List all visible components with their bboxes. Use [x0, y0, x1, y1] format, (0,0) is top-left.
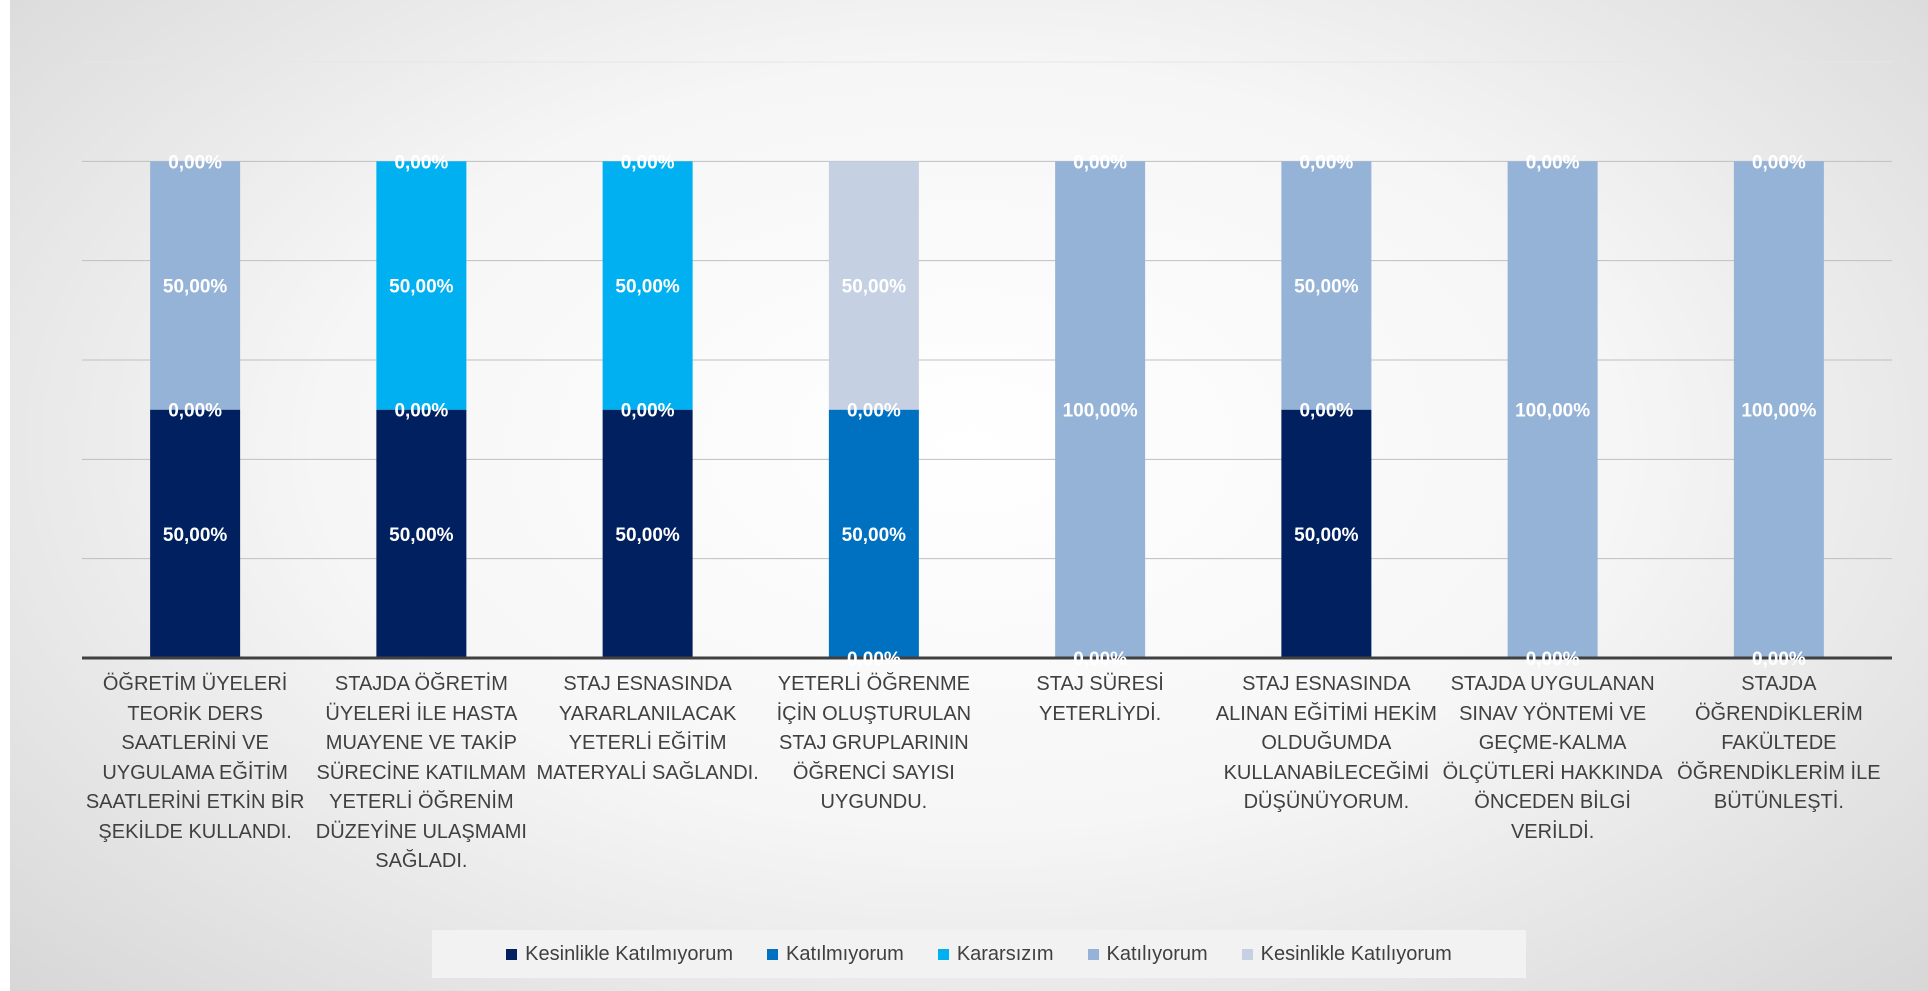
category-label: STAJDA UYGULANAN SINAV YÖNTEMİ VE GEÇME-… [1442, 673, 1663, 843]
category-label: STAJ ESNASINDA YARARLANILACAK YETERLİ EĞ… [536, 673, 759, 784]
legend-swatch [937, 948, 949, 960]
data-label: 0,00% [1752, 649, 1806, 670]
legend-item: Katılmıyorum [767, 943, 904, 966]
bar-segment [602, 161, 693, 410]
data-label: 0,00% [1752, 152, 1806, 173]
stacked-bar-chart: 50,00% 0,00% 50,00% 0,00% 50,00% 0,00% 50,00% 0… [82, 61, 1892, 670]
bar-segment [828, 161, 919, 410]
data-label: 0,00% [1299, 401, 1353, 422]
data-label: 50,00% [615, 525, 680, 546]
data-label: 50,00% [163, 525, 228, 546]
legend-item: Katılıyorum [1087, 942, 1208, 966]
data-label: 0,00% [168, 401, 222, 422]
legend-label: Katılıyorum [1106, 942, 1208, 965]
data-label: 50,00% [615, 277, 680, 298]
category-label: STAJDA ÖĞRETİM ÜYELERİ İLE HASTA MUAYENE… [315, 673, 527, 872]
bar-segment [150, 409, 241, 658]
data-label: 0,00% [1299, 152, 1353, 173]
bar-segment [150, 161, 241, 410]
legend-swatch [767, 948, 778, 960]
chart-area: 50,00% 0,00% 50,00% 0,00% 50,00% 0,00% 50,00% 0… [10, 0, 1928, 991]
category-label: ÖĞRETİM ÜYELERİ TEORİK DERS SAATLERİNİ V… [85, 673, 305, 843]
bar-segment [1055, 161, 1146, 659]
bar-segment [1507, 161, 1598, 659]
data-label: 100,00% [1515, 401, 1590, 422]
legend-swatch [506, 948, 518, 960]
bar-segment [602, 409, 693, 658]
bar-segment [376, 409, 467, 658]
data-label: 50,00% [389, 277, 454, 298]
data-label: 50,00% [842, 277, 907, 298]
data-label: 0,00% [621, 401, 675, 422]
legend-item: Kesinlikle Katılmıyorum [506, 943, 733, 966]
legend-label: Kesinlikle Katılmıyorum [525, 942, 733, 965]
legend-item: Kararsızım [937, 942, 1054, 966]
legend-label: Katılmıyorum [786, 942, 904, 965]
legend-label: Kararsızım [956, 942, 1054, 965]
data-label: 0,00% [1526, 152, 1580, 173]
category-label: STAJDA ÖĞRENDİKLERİM FAKÜLTEDE ÖĞRENDİKL… [1677, 673, 1881, 813]
data-label: 0,00% [847, 649, 901, 670]
data-label: 50,00% [389, 525, 454, 546]
data-label: 0,00% [621, 152, 675, 173]
data-label: 0,00% [168, 152, 222, 173]
legend-swatch [1241, 948, 1253, 960]
data-label: 50,00% [1294, 277, 1359, 298]
data-label: 0,00% [847, 401, 901, 422]
data-label: 100,00% [1741, 401, 1816, 422]
legend-swatch [1087, 948, 1099, 960]
legend: Kesinlikle Katılmıyorum Katılmıyorum Karar… [432, 930, 1526, 978]
bar-segment [828, 409, 919, 658]
data-label: 50,00% [842, 525, 907, 546]
legend-item: Kesinlikle Katılıyorum [1241, 942, 1452, 966]
bar-segment [376, 161, 467, 410]
bar-segment [1281, 161, 1372, 410]
legend-label: Kesinlikle Katılıyorum [1260, 942, 1452, 965]
data-label: 100,00% [1063, 401, 1138, 422]
data-label: 0,00% [1526, 649, 1580, 670]
bar-segment [1281, 409, 1372, 658]
category-label: YETERLİ ÖĞRENME İÇİN OLUŞTURULAN STAJ GR… [776, 673, 972, 813]
data-label: 0,00% [1073, 152, 1127, 173]
data-label: 50,00% [1294, 525, 1359, 546]
data-label: 0,00% [394, 152, 448, 173]
data-label: 0,00% [394, 401, 448, 422]
category-label: STAJ ESNASINDA ALINAN EĞİTİMİ HEKİM OLDU… [1215, 673, 1437, 813]
data-label: 50,00% [163, 277, 228, 298]
category-label: STAJ SÜRESİ YETERLİYDİ. [1036, 673, 1164, 725]
data-label: 0,00% [1073, 649, 1127, 670]
bar-segment [1733, 161, 1824, 659]
